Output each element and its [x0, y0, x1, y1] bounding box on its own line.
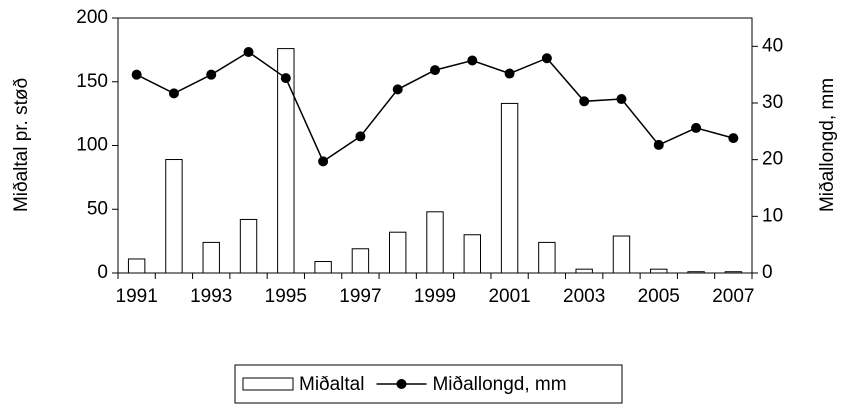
- x-tick-label: 1997: [339, 286, 381, 307]
- marker: [728, 133, 739, 144]
- marker: [579, 96, 590, 107]
- y-tick-label: 0: [97, 262, 108, 283]
- marker: [504, 68, 515, 79]
- y-axis-label: Miðaltal pr. støð: [11, 78, 32, 212]
- bar: [538, 241, 556, 274]
- bar: [650, 268, 668, 274]
- y2-axis-label: Miðallongd, mm: [817, 78, 838, 212]
- y-tick-label: 50: [87, 198, 108, 219]
- marker: [392, 84, 403, 95]
- marker: [355, 131, 366, 142]
- bar: [500, 102, 519, 274]
- marker: [616, 94, 627, 105]
- x-tick-label: 1991: [116, 286, 158, 307]
- marker: [653, 139, 664, 150]
- marker: [131, 69, 142, 80]
- y2-tick-label: 10: [762, 205, 783, 226]
- bar: [426, 211, 444, 274]
- x-tick-label: 1993: [190, 286, 232, 307]
- legend-marker: [396, 379, 407, 389]
- marker: [541, 53, 552, 64]
- bar: [463, 234, 481, 274]
- bar: [575, 268, 593, 274]
- bar: [314, 261, 332, 274]
- marker: [691, 122, 702, 133]
- marker: [430, 65, 440, 76]
- legend-box: [234, 364, 623, 404]
- bar: [351, 248, 370, 274]
- y-tick-label: 150: [76, 71, 108, 92]
- x-tick-label: 2005: [638, 286, 680, 307]
- y-tick-label: 200: [76, 7, 108, 28]
- legend-label: Miðaltal: [299, 374, 364, 395]
- marker: [467, 55, 478, 66]
- y2-tick-label: 30: [762, 92, 783, 113]
- x-tick-label: 2001: [488, 286, 530, 307]
- bar: [389, 231, 407, 274]
- x-tick-label: 1995: [265, 286, 307, 307]
- bar: [165, 159, 183, 274]
- bar: [724, 271, 743, 274]
- marker: [318, 156, 329, 167]
- marker: [280, 73, 291, 84]
- bar: [277, 48, 295, 274]
- marker: [168, 88, 179, 99]
- bar: [127, 258, 146, 274]
- y2-tick-label: 0: [762, 262, 773, 283]
- y2-tick-label: 20: [762, 149, 783, 170]
- bar: [687, 271, 705, 274]
- x-tick-label: 2007: [712, 286, 754, 307]
- marker: [206, 69, 217, 80]
- bar: [612, 235, 631, 274]
- y-tick-label: 100: [76, 135, 108, 156]
- marker: [243, 47, 254, 57]
- bar: [239, 218, 258, 274]
- x-tick-label: 1999: [414, 286, 456, 307]
- x-tick-label: 2003: [563, 286, 605, 307]
- legend-label: Miðallongd, mm: [432, 374, 566, 395]
- y2-tick-label: 40: [762, 35, 783, 56]
- bar: [202, 241, 220, 274]
- legend-swatch: [242, 377, 294, 391]
